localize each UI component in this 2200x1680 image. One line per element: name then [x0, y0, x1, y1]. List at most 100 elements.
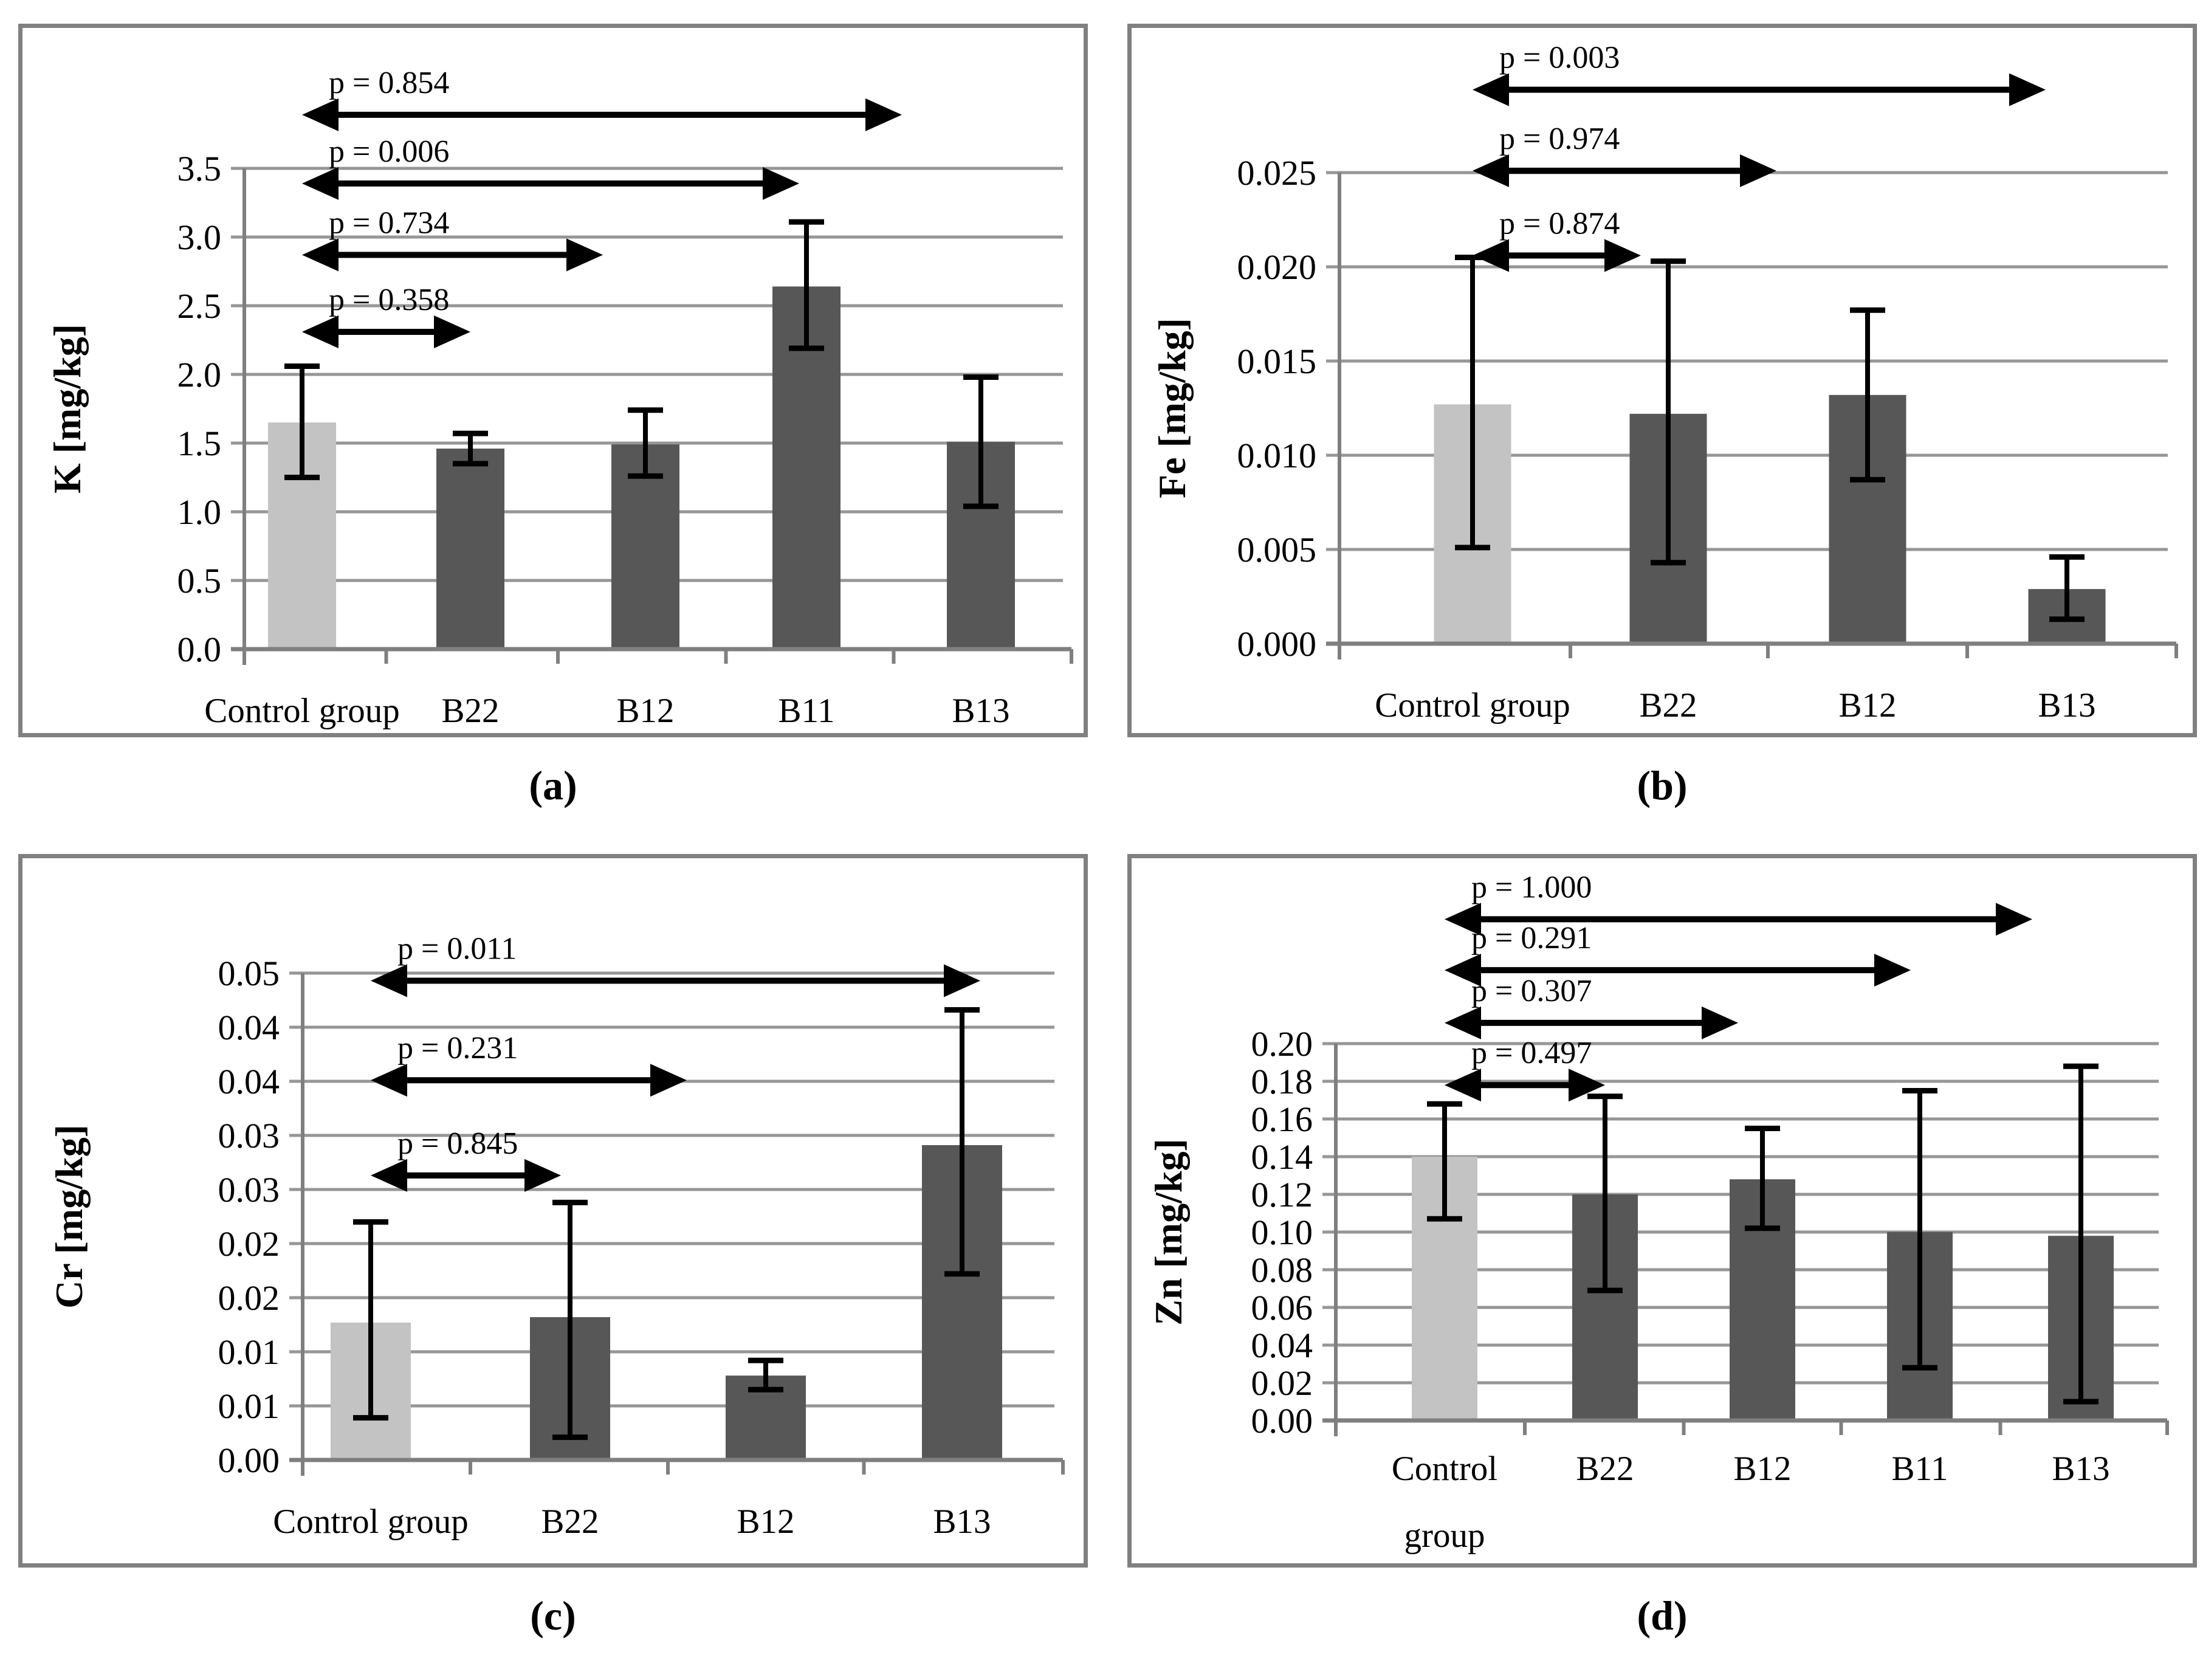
panel-b: 0.000 0.005 0.010 0.015 0.020 0.025 Control gr…	[1127, 24, 2197, 737]
y-tick-label: 0.01	[218, 1386, 280, 1426]
x-category-label: B12	[737, 1503, 794, 1541]
arrowhead-right-icon	[1874, 954, 1911, 987]
p-value-label: p = 0.974	[1499, 122, 1620, 156]
arrowhead-right-icon	[566, 238, 603, 272]
y-tick-label: 0.05	[218, 954, 280, 993]
arrowhead-left-icon	[1445, 1069, 1481, 1102]
y-axis-title: Fe [mg/kg]	[1150, 318, 1194, 498]
x-category-label: B12	[1733, 1450, 1791, 1488]
panel-cell-c: 0.00 0.01 0.01 0.02 0.02 0.03 0.03 0.04 0.04 0.05…	[0, 830, 1100, 1680]
error-bar-b13	[944, 1007, 980, 1277]
y-tick-label: 0.01	[218, 1332, 280, 1372]
arrowhead-left-icon	[371, 1064, 407, 1097]
x-category-label: Control group	[1392, 1450, 1497, 1555]
error-bar-b22	[453, 430, 488, 467]
p-value-label: p = 1.000	[1471, 870, 1592, 904]
p-value-label: p = 0.307	[1471, 974, 1592, 1008]
y-tick-label: 0.12	[1251, 1175, 1313, 1214]
y-tick-label: 1.5	[177, 424, 222, 463]
arrowhead-right-icon	[865, 98, 902, 131]
y-tick-label: 0.00	[218, 1441, 280, 1480]
caption-c: (c)	[530, 1592, 576, 1639]
p-annotation-1: p = 0.845	[371, 1126, 561, 1192]
p-value-label: p = 0.845	[397, 1126, 518, 1161]
y-tick-label: 0.02	[218, 1278, 280, 1318]
y-tick-label: 0.14	[1251, 1137, 1313, 1177]
p-value-label: p = 0.291	[1471, 921, 1592, 955]
arrowhead-left-icon	[371, 1158, 407, 1192]
x-category-label: B11	[779, 692, 835, 730]
arrowhead-left-icon	[1473, 239, 1509, 272]
y-tick-label: 0.03	[218, 1116, 280, 1155]
y-axis-title: Zn [mg/kg]	[1147, 1138, 1190, 1326]
arrowhead-left-icon	[302, 167, 339, 200]
error-bar-b12	[1850, 307, 1885, 483]
chart-c: 0.00 0.01 0.01 0.02 0.02 0.03 0.03 0.04 0.04 0.05…	[47, 931, 1065, 1541]
arrowhead-left-icon	[302, 238, 339, 272]
error-bar-b22	[552, 1199, 588, 1441]
arrowhead-left-icon	[1445, 954, 1481, 987]
y-tick-label: 0.16	[1251, 1100, 1313, 1139]
panel-cell-d: 0.00 0.02 0.04 0.06 0.08 0.10 0.12 0.14 0.16 0.18…	[1100, 830, 2200, 1680]
arrowhead-right-icon	[1604, 239, 1641, 272]
p-annotation-1: p = 0.497	[1445, 1036, 1605, 1102]
x-category-label: Control group	[273, 1503, 468, 1541]
x-category-label: B13	[952, 692, 1009, 730]
error-bar-b12	[748, 1357, 783, 1393]
x-category-label: B22	[541, 1503, 599, 1541]
arrowhead-right-icon	[650, 1064, 687, 1097]
p-annotation-2: p = 0.734	[302, 205, 603, 272]
chart-d: 0.000.020.040.060.080.100.120.140.160.18…	[1147, 870, 2169, 1555]
error-bar-b22	[1651, 258, 1686, 566]
arrowhead-right-icon	[1569, 1069, 1605, 1102]
panel-a: 0.0 0.5 1.0 1.5 2.0 2.5 3.0 3.5 Control group B22…	[18, 24, 1088, 737]
x-category-label: B12	[1838, 686, 1896, 725]
error-bar-b22	[1587, 1093, 1623, 1293]
arrowhead-right-icon	[1702, 1006, 1738, 1039]
x-category-label: B12	[616, 692, 674, 730]
y-tick-label: 0.04	[1251, 1326, 1313, 1365]
y-tick-label: 0.02	[1251, 1363, 1313, 1403]
p-value-label: p = 0.874	[1499, 206, 1620, 241]
x-category-label: Control group	[1375, 686, 1570, 725]
arrowhead-left-icon	[1445, 1006, 1481, 1039]
p-value-label: p = 0.358	[329, 283, 449, 317]
chart-a: 0.0 0.5 1.0 1.5 2.0 2.5 3.0 3.5 Control group B22…	[46, 66, 1073, 730]
p-annotation-3: p = 0.003	[1473, 41, 2046, 106]
error-bar-b12	[1745, 1126, 1780, 1231]
p-value-label: p = 0.011	[397, 931, 517, 966]
arrowhead-right-icon	[524, 1158, 561, 1192]
y-tick-label: 3.5	[177, 149, 222, 188]
y-tick-label: 0.0	[177, 630, 222, 669]
y-tick-label: 0.015	[1237, 342, 1317, 381]
p-value-label: p = 0.734	[329, 205, 449, 240]
arrowhead-right-icon	[2009, 73, 2046, 106]
error-bar-b13	[963, 374, 999, 509]
y-axis-title: K [mg/kg]	[46, 324, 89, 494]
error-bar-b12	[628, 407, 663, 479]
bar-b22	[436, 449, 504, 649]
y-tick-label: 2.5	[177, 286, 222, 326]
panel-d: 0.00 0.02 0.04 0.06 0.08 0.10 0.12 0.14 0.16 0.18…	[1127, 854, 2197, 1568]
caption-b: (b)	[1637, 762, 1688, 808]
arrowhead-left-icon	[1473, 73, 1509, 106]
arrowhead-right-icon	[944, 964, 980, 997]
p-value-label: p = 0.854	[329, 66, 449, 100]
y-tick-label: 0.00	[1251, 1401, 1313, 1441]
p-annotation-3: p = 0.006	[302, 134, 799, 200]
p-value-label: p = 0.231	[397, 1031, 518, 1065]
p-annotation-2: p = 0.231	[371, 1031, 687, 1097]
y-tick-label: 0.18	[1251, 1062, 1313, 1101]
y-tick-label: 0.08	[1251, 1250, 1313, 1290]
y-tick-label: 2.0	[177, 355, 222, 394]
y-tick-label: 0.5	[177, 561, 222, 601]
p-annotation-2: p = 0.974	[1473, 122, 1776, 187]
x-category-label: B22	[1576, 1450, 1634, 1488]
error-bar-control-group	[1427, 1101, 1462, 1222]
x-category-label: B22	[441, 692, 499, 730]
p-annotation-4: p = 1.000	[1445, 870, 2032, 936]
p-annotation-4: p = 0.854	[302, 66, 902, 131]
x-category-label: B22	[1639, 686, 1697, 725]
arrowhead-right-icon	[434, 315, 470, 348]
